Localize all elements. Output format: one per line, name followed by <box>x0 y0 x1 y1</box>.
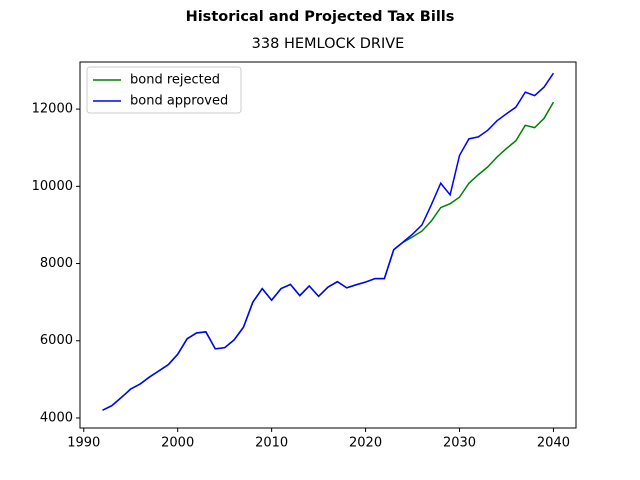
series-line <box>102 72 555 411</box>
chart-subtitle: 338 HEMLOCK DRIVE <box>252 36 405 52</box>
legend-label: bond rejected <box>130 73 220 88</box>
y-tick-label: 8000 <box>40 256 73 271</box>
x-tick-label: 2000 <box>161 436 194 451</box>
x-tick-label: 2010 <box>255 436 288 451</box>
series-line <box>102 101 555 411</box>
x-tick-label: 1990 <box>67 436 100 451</box>
chart-title: Historical and Projected Tax Bills <box>186 9 455 25</box>
legend-box <box>86 66 242 114</box>
y-tick-label: 12000 <box>32 102 73 117</box>
y-tick-label: 4000 <box>40 410 73 425</box>
y-tick-label: 6000 <box>40 333 73 348</box>
x-tick-label: 2020 <box>349 436 382 451</box>
legend-label: bond approved <box>130 94 228 109</box>
x-tick-label: 2030 <box>443 436 476 451</box>
y-tick-label: 10000 <box>32 179 73 194</box>
plot-frame <box>79 61 577 429</box>
x-tick-label: 2040 <box>537 436 570 451</box>
